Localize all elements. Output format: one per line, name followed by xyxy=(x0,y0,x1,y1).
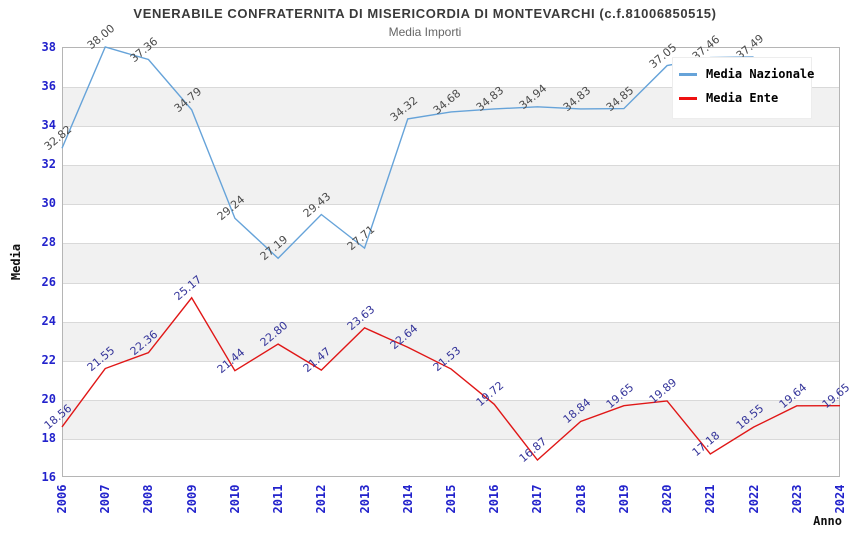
x-tick-label: 2014 xyxy=(400,484,415,514)
gridline xyxy=(63,165,839,167)
x-tick-label: 2017 xyxy=(530,484,545,514)
legend-box: Media Nazionale Media Ente xyxy=(672,57,815,119)
gridline xyxy=(63,87,839,89)
y-axis-title: Media xyxy=(9,243,23,281)
series-line-media-nazionale xyxy=(61,46,754,260)
legend-swatch xyxy=(679,72,697,76)
x-tick-label: 2016 xyxy=(487,484,502,514)
x-tick-label: 2006 xyxy=(55,484,69,514)
y-tick-label: 32 xyxy=(41,157,56,172)
x-tick-label: 2009 xyxy=(184,484,199,514)
y-tick-label: 38 xyxy=(41,40,56,54)
gridline xyxy=(63,282,839,284)
legend-item-media-nazionale: Media Nazionale xyxy=(679,62,815,86)
x-tick-label: 2015 xyxy=(444,484,458,514)
gridline xyxy=(63,204,839,206)
y-tick-label: 30 xyxy=(41,196,56,211)
y-tick-label: 26 xyxy=(41,274,56,289)
y-tick-label: 22 xyxy=(41,352,56,367)
shaded-band xyxy=(63,165,839,205)
x-tick-label: 2010 xyxy=(227,484,242,514)
y-tick-label: 20 xyxy=(41,391,56,406)
x-tick-label: 2013 xyxy=(357,484,372,514)
legend-item-media-ente: Media Ente xyxy=(679,86,811,110)
y-tick-label: 34 xyxy=(41,118,56,133)
shaded-band xyxy=(63,399,839,439)
x-tick-label: 2022 xyxy=(746,484,761,514)
legend-label: Media Ente xyxy=(706,91,779,105)
x-tick-label: 2012 xyxy=(314,484,329,514)
chart-title: VENERABILE CONFRATERNITA DI MISERICORDIA… xyxy=(133,6,717,21)
chart-subtitle: Media Importi xyxy=(388,25,462,39)
x-tick-label: 2018 xyxy=(573,484,588,514)
gridline xyxy=(63,243,839,245)
gridline xyxy=(63,321,839,323)
x-tick-label: 2024 xyxy=(833,484,847,514)
x-tick-label: 2007 xyxy=(98,484,113,514)
gridline xyxy=(63,399,839,401)
y-tick-label: 28 xyxy=(41,235,56,250)
x-axis-title: Anno xyxy=(813,514,842,528)
x-tick-label: 2008 xyxy=(141,484,156,514)
legend-swatch xyxy=(679,96,697,100)
x-tick-label: 2023 xyxy=(789,484,804,514)
legend-label: Media Nazionale xyxy=(706,67,815,81)
y-tick-label: 16 xyxy=(41,470,56,484)
x-tick-label: 2019 xyxy=(616,484,631,514)
shaded-band xyxy=(63,243,839,283)
shaded-band xyxy=(63,321,839,361)
y-tick-label: 36 xyxy=(41,79,56,94)
y-tick-label: 24 xyxy=(41,313,56,328)
series-line-media-ente xyxy=(61,296,841,462)
gridline xyxy=(63,438,839,440)
x-tick-label: 2021 xyxy=(703,484,718,514)
gridline xyxy=(63,360,839,362)
gridline xyxy=(63,126,839,128)
x-tick-label: 2011 xyxy=(271,484,286,514)
y-tick-label: 18 xyxy=(41,430,56,445)
x-tick-label: 2020 xyxy=(660,484,675,514)
